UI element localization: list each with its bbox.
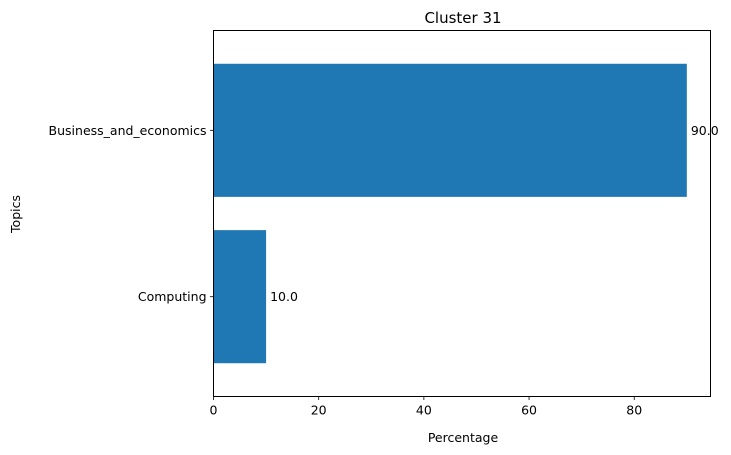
x-tick-label: 0 xyxy=(210,403,218,418)
x-tick-label: 20 xyxy=(311,403,327,418)
data-labels: 90.0 10.0 xyxy=(270,123,719,304)
x-tick-label: 60 xyxy=(521,403,537,418)
plot-frame xyxy=(213,30,711,397)
chart-title: Cluster 31 xyxy=(424,9,501,27)
x-tick-label: 40 xyxy=(416,403,432,418)
data-label-business-and-economics: 90.0 xyxy=(691,123,719,138)
data-label-computing: 10.0 xyxy=(270,289,298,304)
x-axis-label: Percentage xyxy=(428,430,499,445)
bars xyxy=(213,63,687,364)
y-tick-label-business-and-economics: Business_and_economics xyxy=(49,123,207,138)
bar-computing xyxy=(213,230,267,364)
y-axis-ticks: Business_and_economics Computing xyxy=(49,123,214,304)
x-tick-label: 80 xyxy=(626,403,642,418)
x-axis-ticks: 0 20 40 60 80 xyxy=(210,396,642,418)
bar-business-and-economics xyxy=(213,63,687,197)
y-tick-label-computing: Computing xyxy=(138,289,207,304)
y-axis-label: Topics xyxy=(8,195,23,234)
